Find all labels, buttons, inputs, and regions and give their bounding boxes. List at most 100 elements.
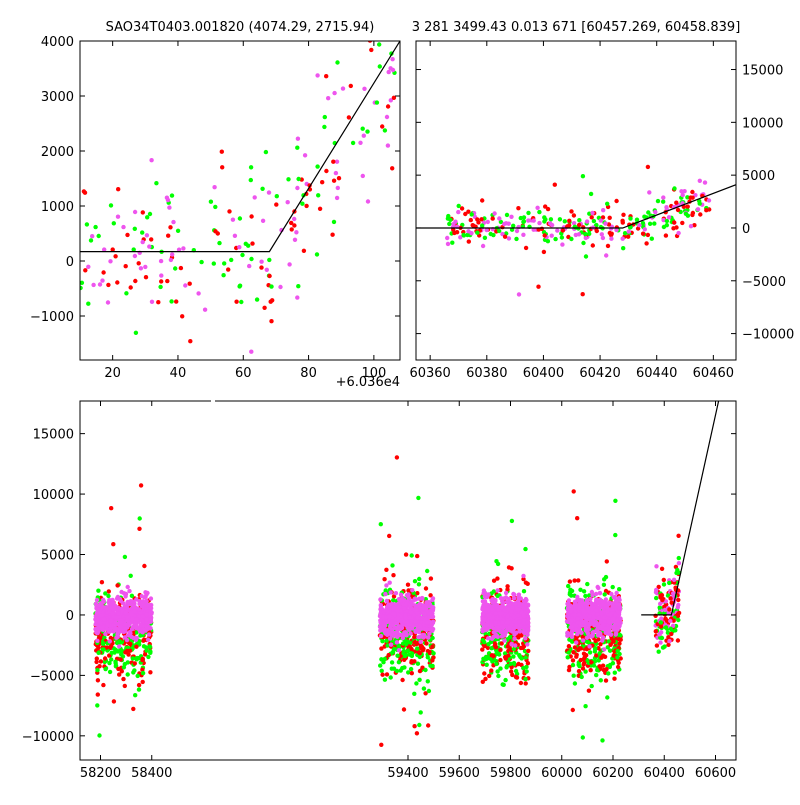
data-point — [322, 114, 327, 120]
data-point — [614, 198, 619, 204]
data-point — [217, 240, 222, 246]
data-point — [663, 616, 668, 621]
data-point — [425, 679, 430, 684]
data-point — [315, 73, 320, 78]
data-point — [521, 612, 526, 617]
data-point — [133, 330, 139, 335]
data-point — [174, 299, 179, 304]
data-point — [576, 232, 582, 237]
data-point — [658, 640, 663, 645]
data-point — [409, 610, 414, 615]
data-point — [593, 638, 598, 644]
data-point — [199, 259, 204, 265]
data-point — [676, 610, 682, 616]
data-point — [95, 692, 101, 697]
data-point — [500, 620, 505, 625]
data-point — [416, 495, 421, 501]
data-point — [406, 592, 411, 597]
data-point — [428, 663, 433, 668]
data-point — [113, 659, 118, 664]
data-point — [118, 620, 123, 625]
data-point — [683, 211, 689, 216]
data-point — [489, 618, 494, 624]
data-point — [430, 604, 435, 610]
data-point — [390, 623, 396, 628]
data-point — [393, 591, 399, 596]
data-point — [295, 295, 300, 300]
data-point — [391, 573, 396, 578]
x-tick-label: 80 — [300, 366, 317, 381]
data-point — [110, 247, 115, 252]
data-point — [502, 221, 507, 227]
data-point — [663, 599, 669, 604]
x-tick-label: 100 — [361, 366, 386, 381]
data-point — [509, 669, 514, 674]
data-point — [626, 234, 631, 239]
data-point — [566, 615, 571, 620]
data-point — [521, 602, 526, 608]
data-point — [396, 660, 402, 665]
data-point — [378, 663, 383, 668]
data-point — [213, 204, 218, 210]
data-point — [414, 608, 419, 613]
data-point — [296, 284, 301, 289]
data-point — [80, 285, 83, 291]
data-point — [259, 265, 264, 270]
y-tick-label: 5000 — [742, 169, 775, 184]
data-point — [424, 600, 429, 605]
y-tick-label: 1000 — [41, 200, 74, 215]
data-point — [415, 661, 421, 666]
data-point — [695, 207, 701, 212]
data-point — [579, 674, 584, 680]
data-point — [127, 648, 133, 653]
data-point — [578, 657, 583, 663]
data-point — [336, 176, 342, 181]
data-point — [690, 210, 696, 216]
data-point — [576, 222, 582, 228]
data-point — [395, 653, 400, 658]
data-point — [423, 586, 429, 591]
data-point — [620, 236, 625, 241]
data-point — [412, 603, 418, 608]
data-point — [102, 247, 107, 252]
data-point — [122, 683, 128, 689]
data-point — [607, 664, 612, 670]
data-point — [144, 233, 150, 238]
data-point — [229, 257, 234, 263]
data-point — [511, 223, 516, 228]
data-point — [589, 589, 595, 595]
data-point — [378, 522, 383, 527]
data-point — [526, 210, 531, 216]
data-point — [484, 662, 489, 667]
data-point — [505, 619, 510, 625]
data-point — [480, 599, 486, 604]
data-point — [581, 240, 586, 246]
data-point — [409, 646, 414, 652]
data-point — [378, 633, 384, 639]
data-point — [107, 609, 112, 614]
data-point — [653, 209, 658, 215]
data-point — [584, 219, 590, 224]
y-tick-label: −5000 — [30, 669, 74, 684]
data-point — [493, 633, 498, 639]
data-point — [672, 220, 677, 225]
data-point — [382, 677, 388, 682]
data-point — [176, 247, 182, 252]
data-point — [593, 591, 599, 597]
data-point — [391, 598, 396, 603]
data-point — [543, 204, 548, 209]
data-point — [121, 676, 126, 682]
data-point — [521, 665, 526, 671]
data-point — [526, 648, 531, 654]
data-point — [132, 661, 137, 666]
data-point — [121, 629, 126, 635]
data-point — [158, 284, 163, 290]
data-point — [377, 42, 382, 47]
x-tick-label: 60200 — [592, 766, 633, 781]
data-point — [616, 660, 621, 665]
data-point — [143, 594, 148, 600]
data-point — [100, 278, 105, 283]
data-point — [537, 220, 542, 226]
data-point — [672, 186, 677, 191]
data-point — [566, 650, 571, 655]
